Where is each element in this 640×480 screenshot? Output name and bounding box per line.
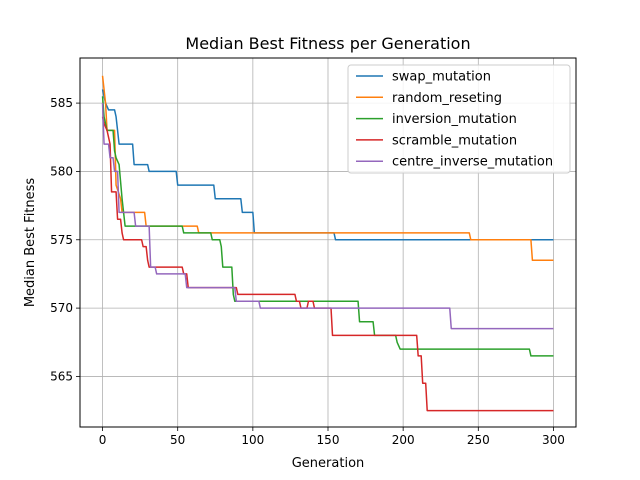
- series-line-inversion-mutation: [101, 96, 554, 357]
- x-tick-label: 200: [392, 433, 415, 447]
- series-line-random-reseting: [101, 75, 554, 262]
- x-tick-label: 300: [542, 433, 565, 447]
- chart-title: Median Best Fitness per Generation: [185, 34, 470, 53]
- legend-label: scramble_mutation: [392, 133, 517, 148]
- series-line-centre-inverse-mutation: [101, 103, 554, 330]
- legend-box: [347, 64, 571, 174]
- y-tick-label: 585: [50, 96, 73, 110]
- y-axis-label: Median Best Fitness: [23, 178, 38, 308]
- x-tick-label: 150: [317, 433, 340, 447]
- y-tick-label: 575: [50, 233, 73, 247]
- legend-label: swap_mutation: [392, 70, 491, 85]
- y-tick-label: 570: [50, 301, 73, 315]
- y-tick-label: 580: [50, 164, 73, 178]
- x-tick-label: 100: [241, 433, 264, 447]
- legend-label: centre_inverse_mutation: [392, 155, 553, 170]
- y-tick-label: 565: [50, 369, 73, 383]
- x-axis-label: Generation: [292, 456, 365, 471]
- x-tick-label: 0: [99, 433, 107, 447]
- axis-ticks: 0 50 100 150 200 250 300 565 570 575 580 585: [50, 96, 565, 447]
- x-tick-label: 250: [467, 433, 490, 447]
- legend-label: random_reseting: [392, 91, 502, 106]
- legend-label: inversion_mutation: [392, 112, 517, 127]
- series-lines: [101, 75, 554, 412]
- x-tick-label: 50: [170, 433, 185, 447]
- series-line-swap-mutation: [101, 89, 554, 241]
- legend: swap_mutation random_reseting inversion_mu…: [347, 64, 571, 174]
